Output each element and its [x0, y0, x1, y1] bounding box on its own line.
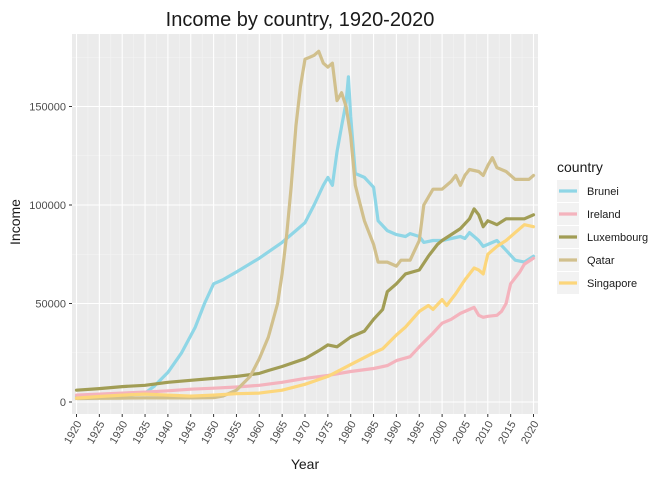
- chart-title: Income by country, 1920-2020: [166, 9, 435, 31]
- legend-label-qatar: Qatar: [587, 255, 615, 267]
- series-line-singapore: [74, 223, 536, 400]
- series-line-luxembourg: [74, 207, 536, 392]
- x-tick-label: 1925: [85, 419, 108, 446]
- x-tick-label: 1920: [62, 419, 85, 446]
- x-tick-label: 1935: [131, 419, 154, 446]
- series-line-qatar: [74, 49, 536, 401]
- x-tick-label: 1930: [108, 419, 131, 446]
- x-tick-label: 1960: [245, 419, 268, 446]
- y-tick-label: 0: [60, 397, 66, 409]
- x-tick-label: 1975: [313, 419, 336, 446]
- x-tick-label: 1990: [382, 419, 405, 446]
- x-axis: 1920 1925 1930 1935 1940 1945 1950 1955 1960 1965…: [62, 414, 542, 446]
- x-tick-label: 1970: [291, 419, 314, 446]
- series-lines: [74, 49, 536, 401]
- y-tick-label: 50000: [35, 299, 66, 311]
- legend-label-brunei: Brunei: [587, 186, 619, 198]
- x-axis-title: Year: [291, 456, 320, 472]
- y-axis-title: Income: [7, 199, 23, 245]
- x-tick-label: 2020: [519, 419, 542, 446]
- x-tick-label: 1940: [153, 419, 176, 446]
- legend-label-singapore: Singapore: [587, 278, 637, 290]
- legend-label-luxembourg: Luxembourg: [587, 232, 648, 244]
- y-axis: 0 50000 100000 150000: [29, 102, 72, 409]
- x-tick-label: 2010: [473, 419, 496, 446]
- x-tick-label: 1945: [176, 419, 199, 446]
- series-line-ireland: [74, 256, 536, 397]
- legend-label-ireland: Ireland: [587, 209, 621, 221]
- x-tick-label: 2000: [428, 419, 451, 446]
- x-tick-label: 1995: [405, 419, 428, 446]
- x-tick-label: 1950: [199, 419, 222, 446]
- legend-title: country: [557, 159, 603, 175]
- grid-lines: [72, 34, 538, 414]
- x-tick-label: 1955: [222, 419, 245, 446]
- x-tick-label: 1965: [268, 419, 291, 446]
- x-tick-label: 2015: [496, 419, 519, 446]
- x-tick-label: 2005: [451, 419, 474, 446]
- y-tick-label: 100000: [29, 200, 66, 212]
- x-tick-label: 1980: [336, 419, 359, 446]
- legend: country Brunei Ireland Luxembourg Qatar Sing…: [557, 159, 648, 294]
- y-tick-label: 150000: [29, 102, 66, 114]
- x-tick-label: 1985: [359, 419, 382, 446]
